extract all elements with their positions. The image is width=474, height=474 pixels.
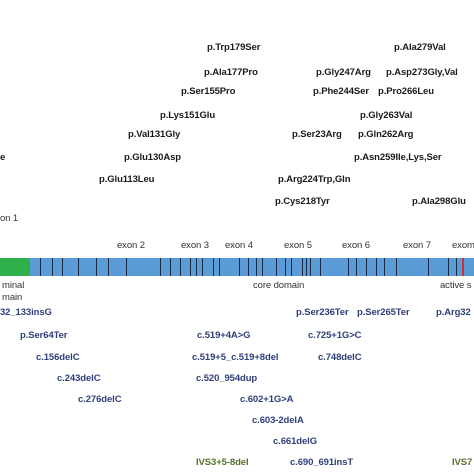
exon-label: exon 2 (117, 240, 145, 251)
variant-label: c.661delG (273, 436, 317, 447)
variant-tick (285, 258, 287, 276)
variant-tick (170, 258, 172, 276)
variant-tick (78, 258, 80, 276)
variant-label: c.519+4A>G (197, 330, 251, 341)
domain-label: main (2, 292, 23, 303)
exon-label: on 1 (0, 213, 19, 224)
variant-tick (256, 258, 258, 276)
variant-tick (276, 258, 278, 276)
variant-label: c.520_954dup (196, 373, 258, 384)
variant-label: p.Asn259Ile,Lys,Ser (354, 152, 442, 163)
variant-label: IVS3+5-8del (196, 457, 249, 468)
variant-tick (239, 258, 241, 276)
variant-label: p.Arg224Trp,Gln (278, 174, 351, 185)
variant-label: p.Arg32 (436, 307, 471, 318)
variant-label: p.Ser64Ter (20, 330, 68, 341)
variant-tick (180, 258, 182, 276)
variant-tick (219, 258, 221, 276)
variant-label: p.Ala298Glu (412, 196, 466, 207)
variant-tick (202, 258, 204, 276)
variant-label: p.Ser23Arg (292, 129, 342, 140)
variant-label: p.Ser236Ter (296, 307, 349, 318)
variant-tick (396, 258, 398, 276)
variant-label: p.Ala279Val (394, 42, 446, 53)
variant-label: p.Gln262Arg (358, 129, 414, 140)
gene-bar (0, 258, 474, 276)
variant-label: c.603-2delA (252, 415, 304, 426)
domain-label: active s (440, 280, 472, 291)
variant-label: c.748delC (318, 352, 362, 363)
variant-label: IVS7 (452, 457, 473, 468)
variant-tick (302, 258, 304, 276)
variant-tick (52, 258, 54, 276)
variant-tick (196, 258, 198, 276)
variant-label: p.Gly263Val (360, 110, 413, 121)
variant-label: p.Glu130Asp (124, 152, 181, 163)
variant-label: p.Ala177Pro (204, 67, 258, 78)
variant-tick (213, 258, 215, 276)
variant-tick (356, 258, 358, 276)
variant-tick (62, 258, 64, 276)
domain-label: minal (2, 280, 25, 291)
exon-label: exon 5 (284, 240, 312, 251)
exon-label: exom (452, 240, 474, 251)
active-site-tick (462, 258, 464, 276)
variant-label: p.Pro266Leu (378, 86, 434, 97)
variant-label: c.725+1G>C (308, 330, 362, 341)
variant-tick (291, 258, 293, 276)
variant-tick (384, 258, 386, 276)
variant-label: e (0, 152, 6, 163)
variant-tick (310, 258, 312, 276)
variant-label: c.243delC (57, 373, 101, 384)
variant-label: p.Asp273Gly,Val (386, 67, 458, 78)
exon-label: exon 7 (403, 240, 431, 251)
variant-tick (248, 258, 250, 276)
variant-label: p.Lys151Glu (160, 110, 216, 121)
variant-label: c.519+5_c.519+8del (192, 352, 279, 363)
variant-tick (160, 258, 162, 276)
variant-label: p.Phe244Ser (313, 86, 369, 97)
variant-tick (456, 258, 458, 276)
variant-tick (448, 258, 450, 276)
variant-label: p.Ser155Pro (181, 86, 236, 97)
variant-tick (262, 258, 264, 276)
variant-tick (376, 258, 378, 276)
variant-tick (320, 258, 322, 276)
variant-label: c.156delC (36, 352, 80, 363)
n-terminal-segment (0, 258, 30, 276)
variant-tick (108, 258, 110, 276)
exon-label: exon 3 (181, 240, 209, 251)
exon-label: exon 6 (342, 240, 370, 251)
variant-label: c.690_691insT (290, 457, 354, 468)
variant-tick (96, 258, 98, 276)
variant-tick (428, 258, 430, 276)
variant-tick (306, 258, 308, 276)
variant-label: c.276delC (78, 394, 122, 405)
variant-label: p.Cys218Tyr (275, 196, 330, 207)
variant-tick (126, 258, 128, 276)
variant-label: p.Ser265Ter (357, 307, 410, 318)
variant-label: c.602+1G>A (240, 394, 294, 405)
variant-label: p.Gly247Arg (316, 67, 371, 78)
exon-label: exon 4 (225, 240, 253, 251)
variant-tick (348, 258, 350, 276)
variant-label: 32_133insG (0, 307, 52, 318)
variant-tick (366, 258, 368, 276)
domain-label: core domain (253, 280, 305, 291)
variant-tick (190, 258, 192, 276)
variant-label: p.Glu113Leu (99, 174, 155, 185)
variant-tick (40, 258, 42, 276)
variant-label: p.Trp179Ser (207, 42, 261, 53)
variant-label: p.Val131Gly (128, 129, 181, 140)
